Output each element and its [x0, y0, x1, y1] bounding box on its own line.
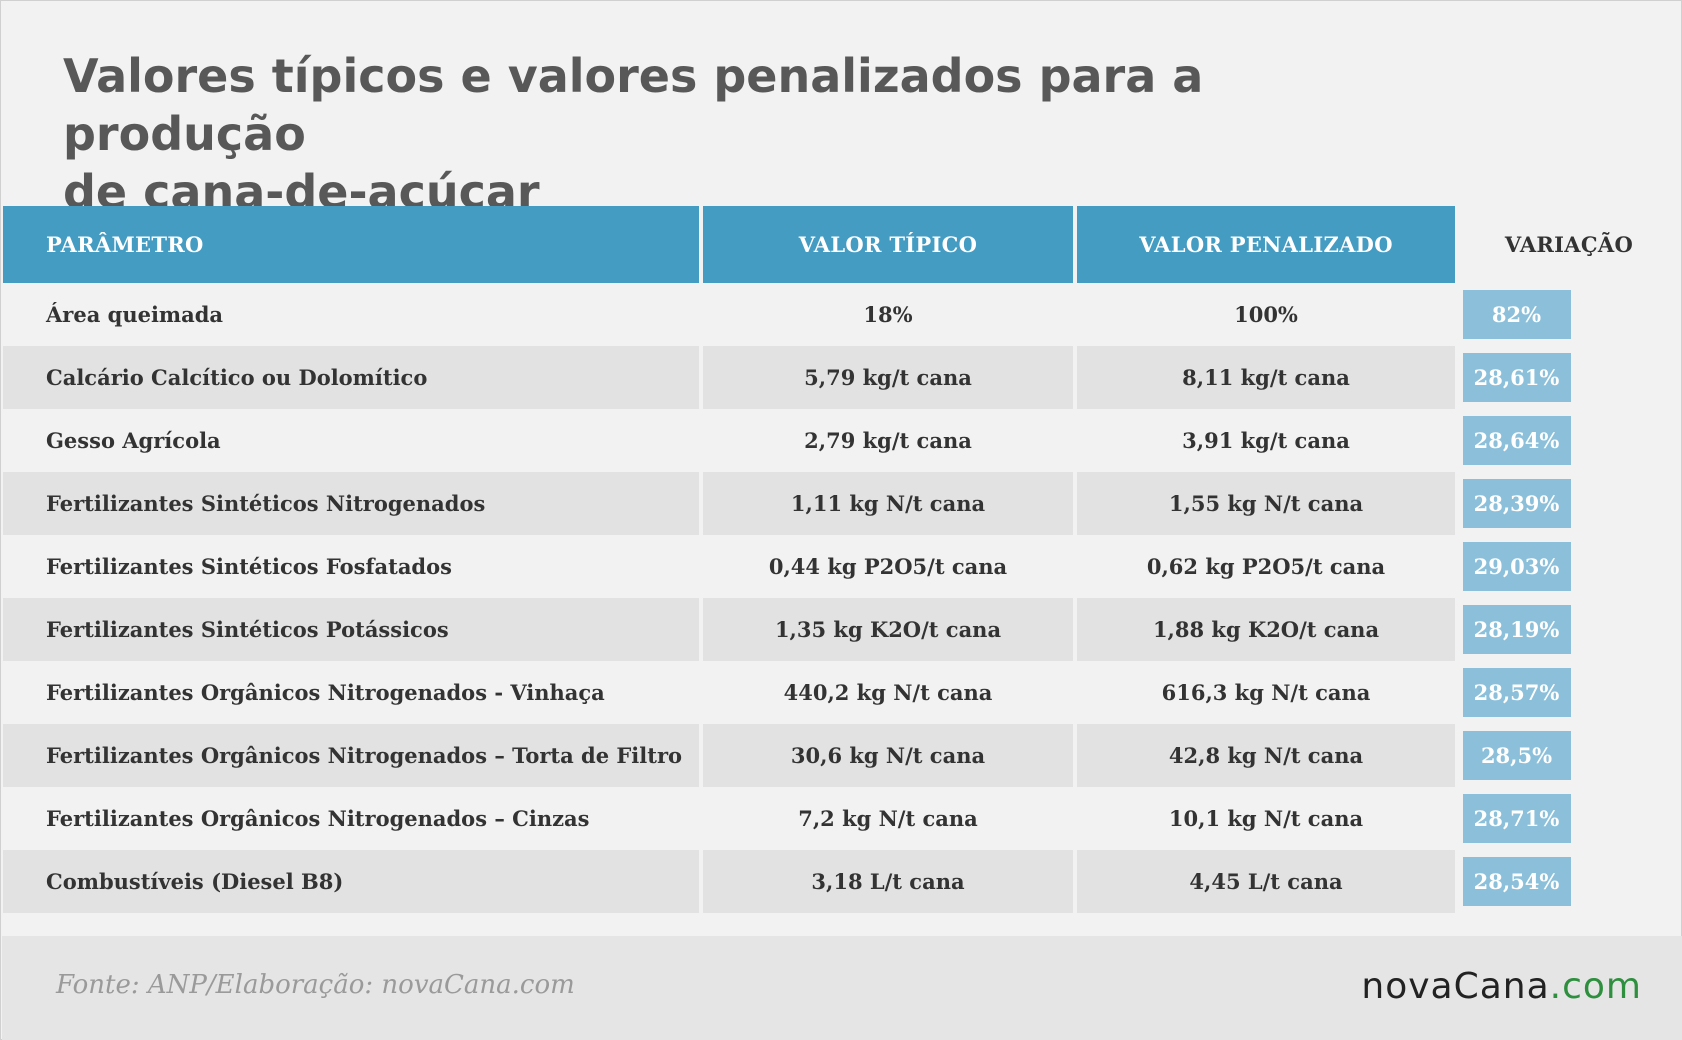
novacana-logo: novaCana.com — [1361, 966, 1642, 1007]
cell-valor-penalizado: 100% — [1234, 302, 1298, 327]
table-row: Fertilizantes Sintéticos Fosfatados 0,44 … — [3, 535, 1682, 598]
cell-valor-penalizado: 3,91 kg/t cana — [1182, 428, 1350, 453]
variation-badge: 28,19% — [1462, 605, 1571, 654]
cell-valor-penalizado: 1,88 kg K2O/t cana — [1077, 598, 1455, 661]
table-header-row: PARÂMETRO VALOR TÍPICO VALOR PENALIZADO … — [3, 206, 1682, 283]
cell-parametro: Fertilizantes Orgânicos Nitrogenados - V… — [46, 680, 605, 705]
variation-badge: 28,64% — [1462, 416, 1571, 465]
header-parametro: PARÂMETRO — [3, 206, 699, 283]
variation-cell: 28,71% — [1455, 787, 1682, 850]
variation-badge: 82% — [1462, 290, 1571, 339]
variation-badge: 28,57% — [1462, 668, 1571, 717]
cell-valor-tipico: 30,6 kg N/t cana — [703, 724, 1073, 787]
cell-valor-penalizado: 8,11 kg/t cana — [1077, 346, 1455, 409]
logo-suffix-text: .com — [1549, 966, 1642, 1007]
cell-valor-penalizado: 1,55 kg N/t cana — [1077, 472, 1455, 535]
cell-parametro: Fertilizantes Orgânicos Nitrogenados – C… — [46, 806, 590, 831]
data-table: PARÂMETRO VALOR TÍPICO VALOR PENALIZADO … — [3, 206, 1682, 913]
cell-parametro: Fertilizantes Orgânicos Nitrogenados – T… — [3, 724, 699, 787]
cell-valor-penalizado: 616,3 kg N/t cana — [1161, 680, 1371, 705]
cell-valor-tipico: 1,11 kg N/t cana — [703, 472, 1073, 535]
cell-valor-tipico: 2,79 kg/t cana — [804, 428, 972, 453]
variation-badge: 28,61% — [1462, 353, 1571, 402]
cell-parametro: Fertilizantes Sintéticos Nitrogenados — [3, 472, 699, 535]
variation-badge: 28,5% — [1462, 731, 1571, 780]
footer: Fonte: ANP/Elaboração: novaCana.com nova… — [2, 936, 1682, 1040]
table-row: Fertilizantes Orgânicos Nitrogenados - V… — [3, 661, 1682, 724]
variation-cell: 28,54% — [1455, 850, 1682, 913]
cell-parametro: Gesso Agrícola — [46, 428, 221, 453]
variation-badge: 28,71% — [1462, 794, 1571, 843]
table-row: Fertilizantes Orgânicos Nitrogenados – T… — [3, 724, 1682, 787]
table-row: Fertilizantes Sintéticos Nitrogenados 1,1… — [3, 472, 1682, 535]
table-row: Gesso Agrícola 2,79 kg/t cana 3,91 kg/t ca… — [3, 409, 1682, 472]
variation-cell: 28,57% — [1455, 661, 1682, 724]
table-row: Fertilizantes Sintéticos Potássicos 1,35 … — [3, 598, 1682, 661]
variation-cell: 29,03% — [1455, 535, 1682, 598]
cell-valor-tipico: 3,18 L/t cana — [703, 850, 1073, 913]
cell-valor-tipico: 0,44 kg P2O5/t cana — [768, 554, 1008, 579]
variation-cell: 82% — [1455, 283, 1682, 346]
table-row: Fertilizantes Orgânicos Nitrogenados – C… — [3, 787, 1682, 850]
variation-cell: 28,19% — [1455, 598, 1682, 661]
cell-valor-penalizado: 10,1 kg N/t cana — [1168, 806, 1364, 831]
variation-cell: 28,5% — [1455, 724, 1682, 787]
variation-badge: 28,39% — [1462, 479, 1571, 528]
table-body: Área queimada 18% 100% 82% Calcário Calcític… — [3, 283, 1682, 913]
table-row: Combustíveis (Diesel B8) 3,18 L/t cana 4,4… — [3, 850, 1682, 913]
cell-parametro: Área queimada — [46, 302, 224, 327]
variation-badge: 29,03% — [1462, 542, 1571, 591]
cell-parametro: Fertilizantes Sintéticos Potássicos — [3, 598, 699, 661]
cell-parametro: Fertilizantes Sintéticos Fosfatados — [46, 554, 452, 579]
cell-valor-tipico: 5,79 kg/t cana — [703, 346, 1073, 409]
header-variacao: VARIAÇÃO — [1504, 232, 1634, 257]
source-note: Fonte: ANP/Elaboração: novaCana.com — [56, 970, 575, 1000]
cell-valor-penalizado: 0,62 kg P2O5/t cana — [1146, 554, 1386, 579]
logo-main-text: novaCana — [1361, 966, 1550, 1007]
variation-cell: 28,39% — [1455, 472, 1682, 535]
variation-cell: 28,61% — [1455, 346, 1682, 409]
cell-valor-penalizado: 42,8 kg N/t cana — [1077, 724, 1455, 787]
header-valor-tipico: VALOR TÍPICO — [703, 206, 1073, 283]
cell-parametro: Combustíveis (Diesel B8) — [3, 850, 699, 913]
cell-valor-tipico: 18% — [863, 302, 913, 327]
cell-parametro: Calcário Calcítico ou Dolomítico — [3, 346, 699, 409]
cell-valor-tipico: 7,2 kg N/t cana — [798, 806, 978, 831]
variation-cell: 28,64% — [1455, 409, 1682, 472]
table-row: Área queimada 18% 100% 82% — [3, 283, 1682, 346]
table-row: Calcário Calcítico ou Dolomítico 5,79 kg/… — [3, 346, 1682, 409]
page-title: Valores típicos e valores penalizados pa… — [63, 47, 1363, 221]
header-valor-penalizado: VALOR PENALIZADO — [1077, 206, 1455, 283]
cell-valor-tipico: 440,2 kg N/t cana — [783, 680, 993, 705]
title-line-1: Valores típicos e valores penalizados pa… — [63, 49, 1204, 161]
cell-valor-penalizado: 4,45 L/t cana — [1077, 850, 1455, 913]
cell-valor-tipico: 1,35 kg K2O/t cana — [703, 598, 1073, 661]
variation-badge: 28,54% — [1462, 857, 1571, 906]
